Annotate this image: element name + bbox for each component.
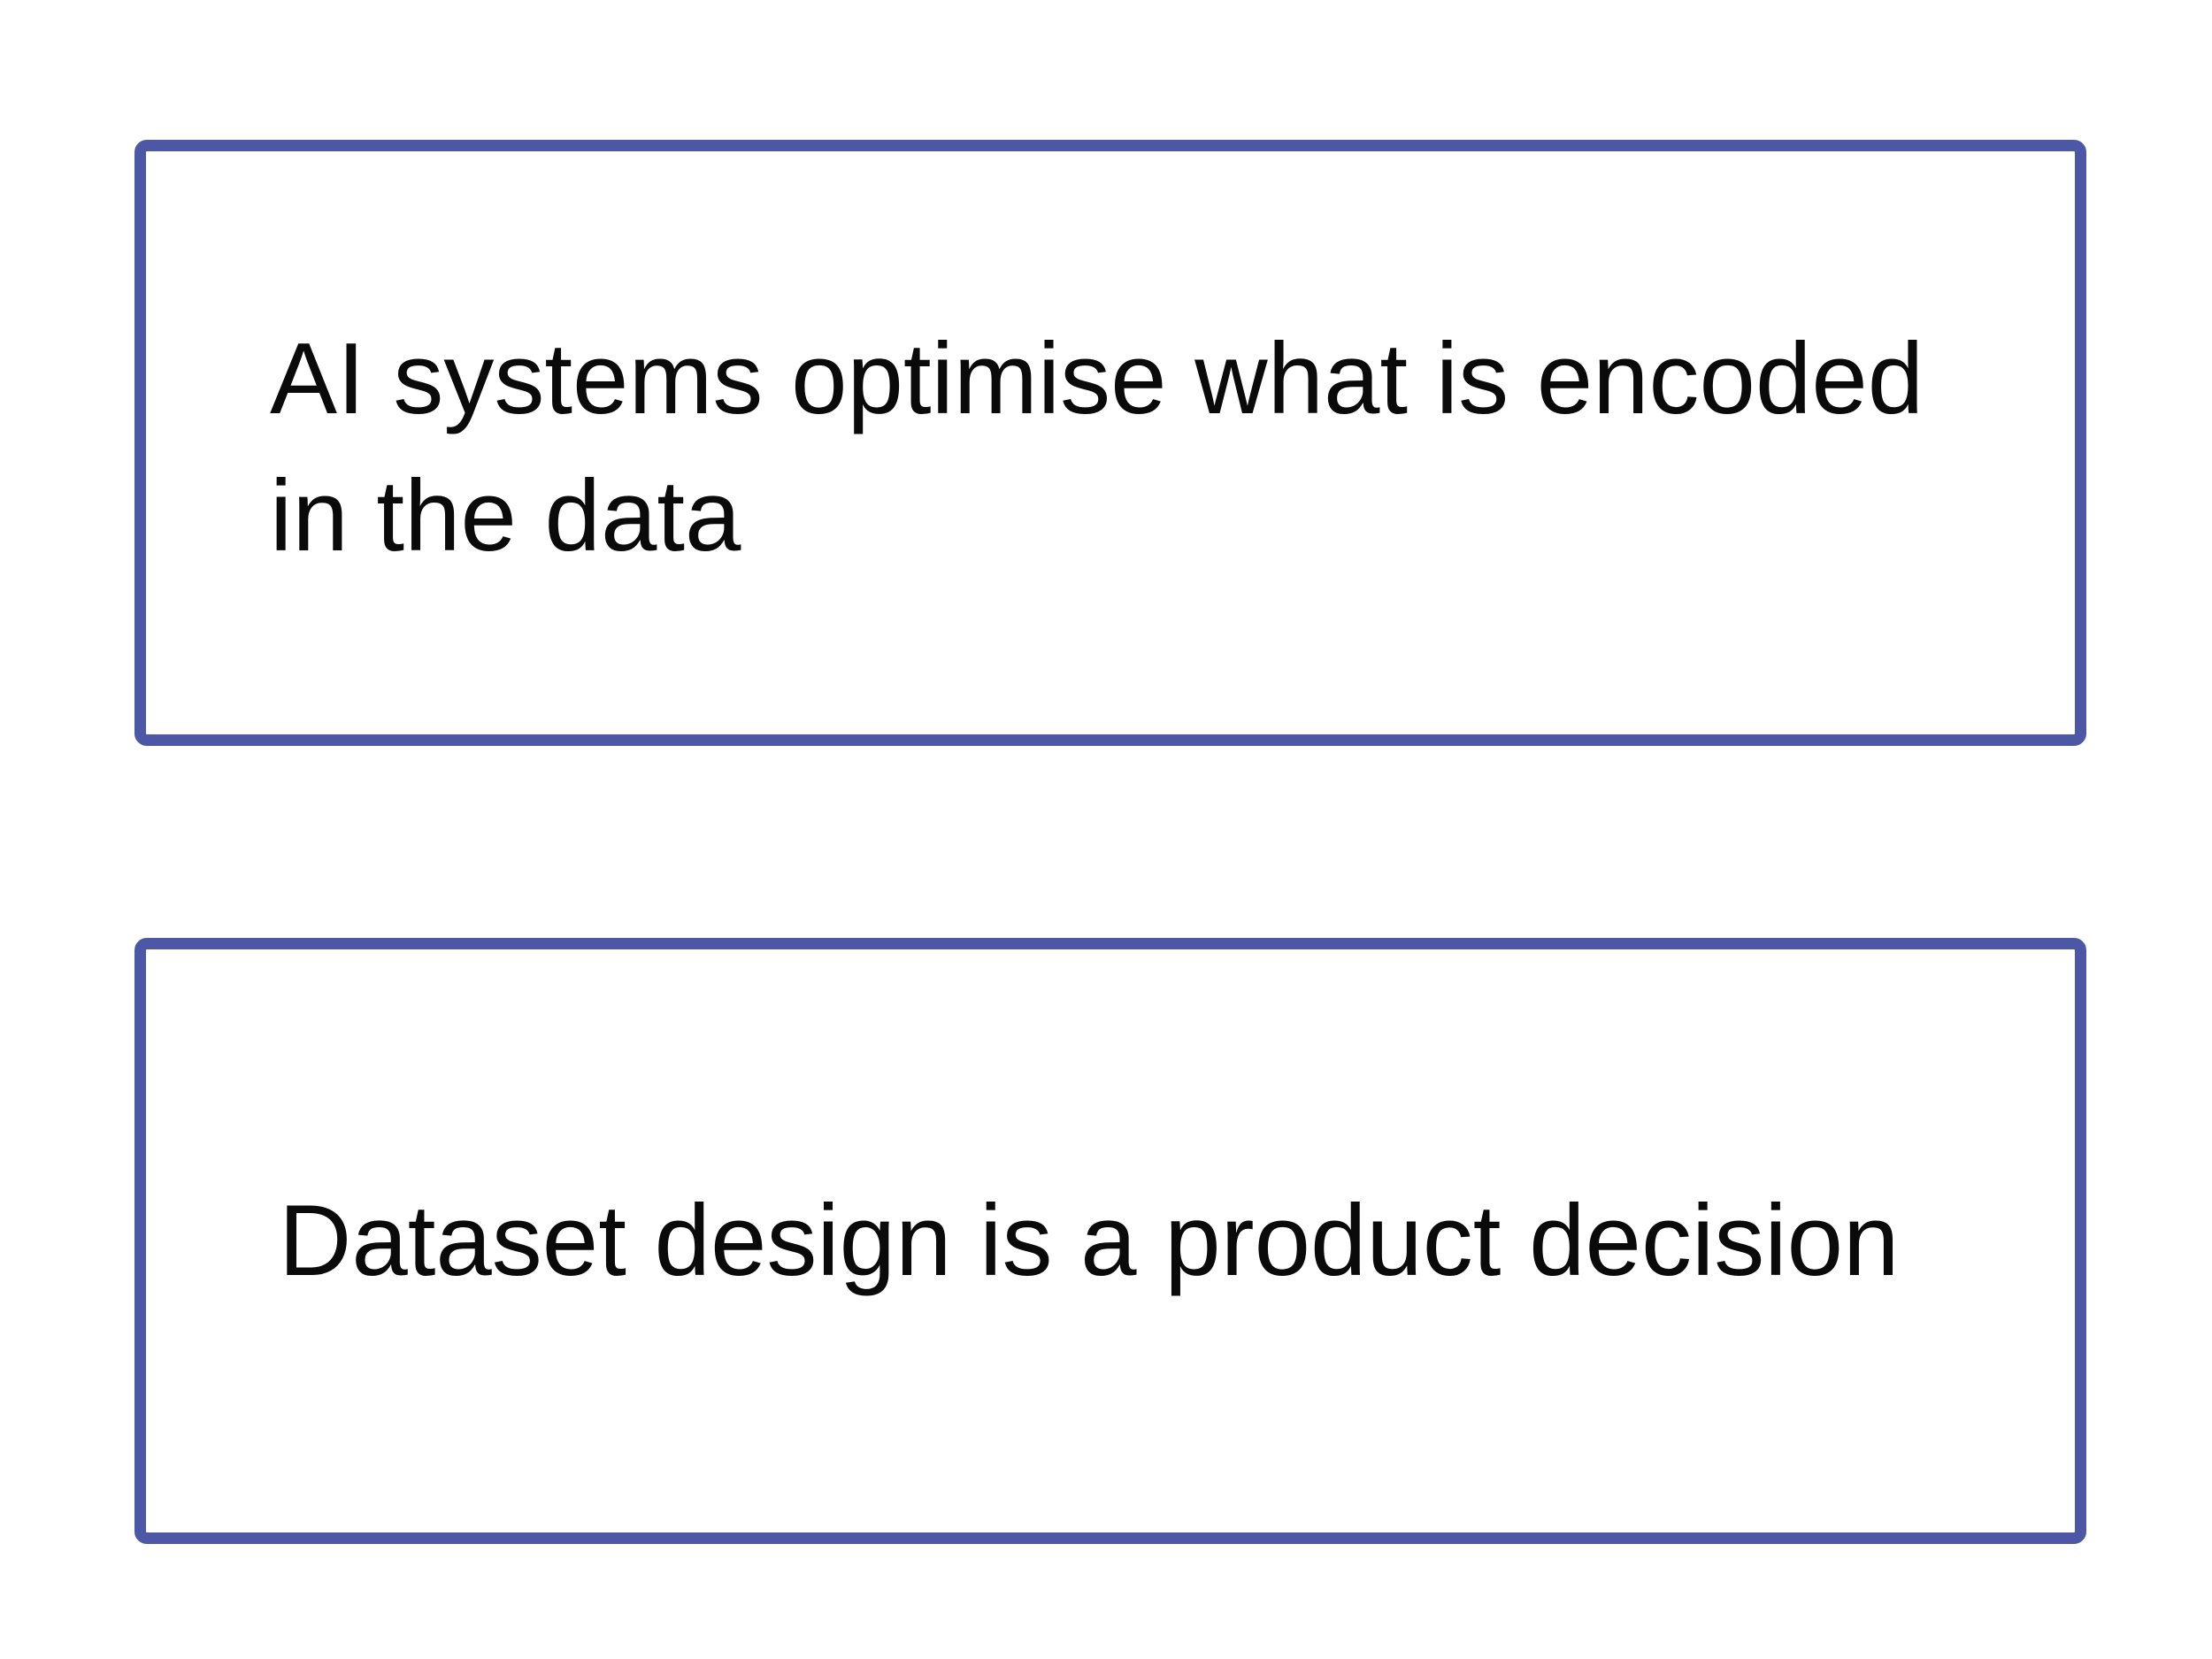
statement-box-data-encoding: AI systems optimise what is encoded in t… [134, 140, 2086, 746]
statement-text-line: Dataset design is a product decision [279, 1185, 1900, 1297]
statement-text-line: in the data [270, 459, 741, 572]
statement-text-line: AI systems optimise what is encoded [270, 322, 1924, 435]
statement-box-dataset-design: Dataset design is a product decision [134, 938, 2086, 1544]
